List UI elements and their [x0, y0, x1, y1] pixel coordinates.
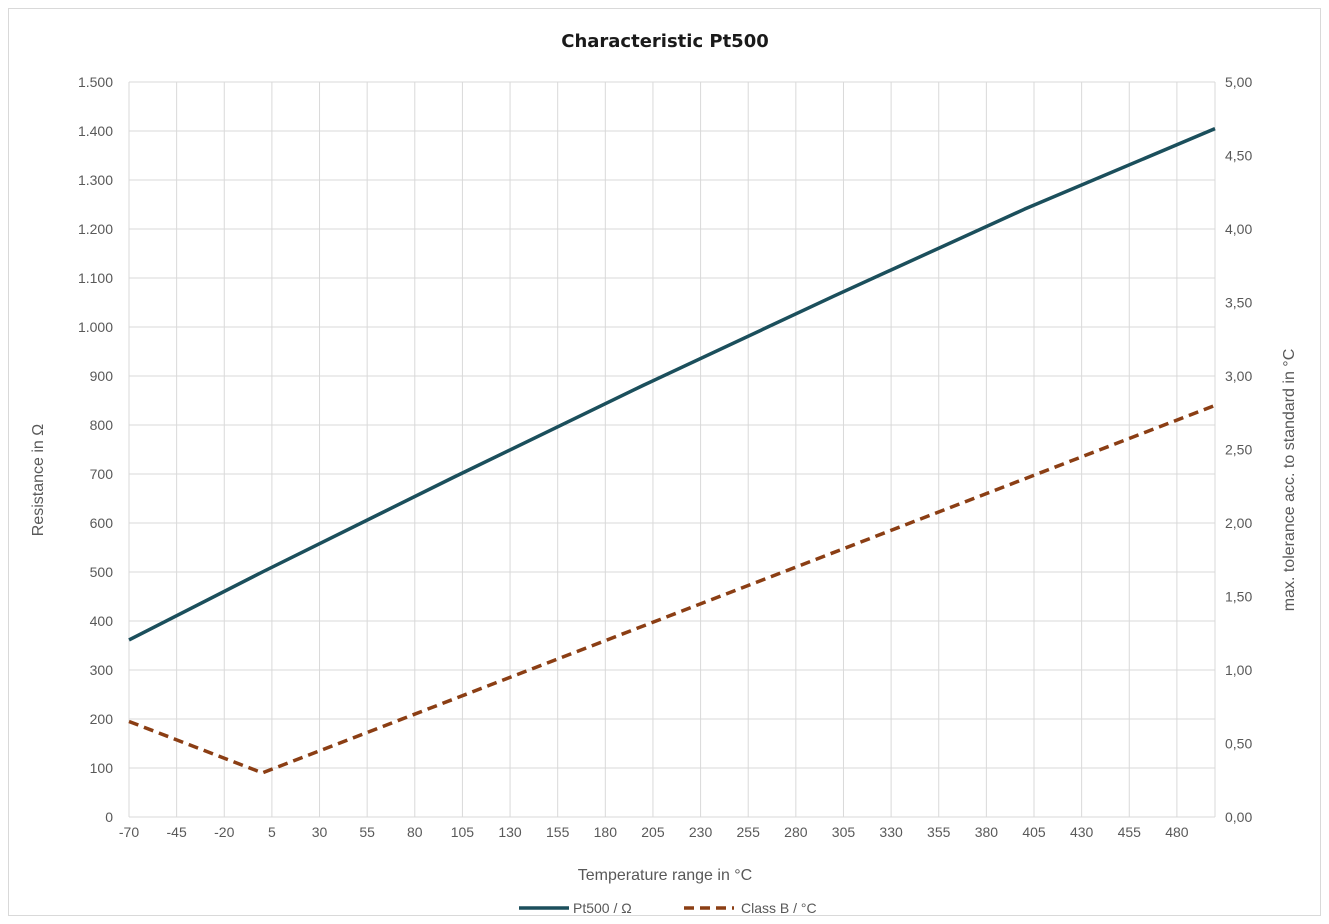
y2-tick-label: 0,50	[1225, 736, 1252, 752]
y2-tick-label: 1,50	[1225, 589, 1252, 605]
x-tick-label: 155	[546, 824, 570, 840]
y2-axis-label: max. tolerance acc. to standard in °C	[1281, 349, 1298, 612]
y2-tick-label: 4,50	[1225, 148, 1252, 164]
y2-tick-label: 4,00	[1225, 221, 1252, 237]
y2-tick-label: 5,00	[1225, 74, 1252, 90]
x-tick-label: 405	[1022, 824, 1046, 840]
y-tick-label: 1.300	[78, 172, 113, 188]
y2-tick-label: 3,50	[1225, 295, 1252, 311]
y-tick-label: 600	[90, 515, 114, 531]
y-tick-label: 1.200	[78, 221, 113, 237]
x-tick-label: -70	[119, 824, 139, 840]
x-tick-label: -20	[214, 824, 234, 840]
series-layer	[128, 126, 1216, 775]
y2-tick-label: 1,00	[1225, 662, 1252, 678]
x-tick-label: 255	[737, 824, 761, 840]
x-tick-label: 280	[784, 824, 808, 840]
x-tick-label: 230	[689, 824, 713, 840]
y2-tick-label: 0,00	[1225, 809, 1252, 825]
y-axis-label: Resistance in Ω	[30, 424, 47, 536]
y-tick-label: 300	[90, 662, 114, 678]
x-tick-label: 180	[594, 824, 618, 840]
y2-tick-label: 2,00	[1225, 515, 1252, 531]
y-tick-label: 400	[90, 613, 114, 629]
x-tick-label: 205	[641, 824, 665, 840]
ticks-layer: -70 -45 -20 5 30 55 80 105 130 155 180 205 230 255 280…	[78, 74, 1253, 840]
x-tick-label: -45	[167, 824, 187, 840]
y-tick-label: 500	[90, 564, 114, 580]
x-tick-label: 105	[451, 824, 475, 840]
x-tick-label: 380	[975, 824, 999, 840]
y-tick-label: 1.500	[78, 74, 113, 90]
x-tick-label: 355	[927, 824, 951, 840]
chart-frame: -70 -45 -20 5 30 55 80 105 130 155 180 205 230 255 280…	[8, 8, 1321, 916]
grid-layer	[128, 81, 1216, 818]
legend: Pt500 / Ω Class B / °C	[519, 900, 817, 916]
x-tick-label: 80	[407, 824, 423, 840]
series-line-class-b	[128, 403, 1216, 775]
y-tick-label: 1.000	[78, 319, 113, 335]
y-tick-label: 900	[90, 368, 114, 384]
x-tick-label: 305	[832, 824, 856, 840]
y-tick-label: 800	[90, 417, 114, 433]
chart-title: Characteristic Pt500	[561, 31, 769, 52]
x-tick-label: 55	[359, 824, 375, 840]
legend-label-class-b: Class B / °C	[741, 900, 817, 916]
legend-label-pt500: Pt500 / Ω	[573, 900, 632, 916]
y-tick-label: 200	[90, 711, 114, 727]
x-tick-label: 30	[312, 824, 328, 840]
y-tick-label: 1.400	[78, 123, 113, 139]
y2-tick-label: 3,00	[1225, 368, 1252, 384]
x-tick-label: 480	[1165, 824, 1189, 840]
line-chart: -70 -45 -20 5 30 55 80 105 130 155 180 205 230 255 280…	[30, 31, 1298, 916]
y2-tick-label: 2,50	[1225, 442, 1252, 458]
series-line-pt500	[128, 126, 1216, 642]
x-axis-label: Temperature range in °C	[578, 867, 752, 884]
x-tick-label: 330	[879, 824, 903, 840]
x-tick-label: 130	[498, 824, 522, 840]
y-tick-label: 100	[90, 760, 114, 776]
x-tick-label: 455	[1118, 824, 1142, 840]
y-tick-label: 700	[90, 466, 114, 482]
y-tick-label: 1.100	[78, 270, 113, 286]
x-tick-label: 5	[268, 824, 276, 840]
x-tick-label: 430	[1070, 824, 1094, 840]
y-tick-label: 0	[105, 809, 113, 825]
